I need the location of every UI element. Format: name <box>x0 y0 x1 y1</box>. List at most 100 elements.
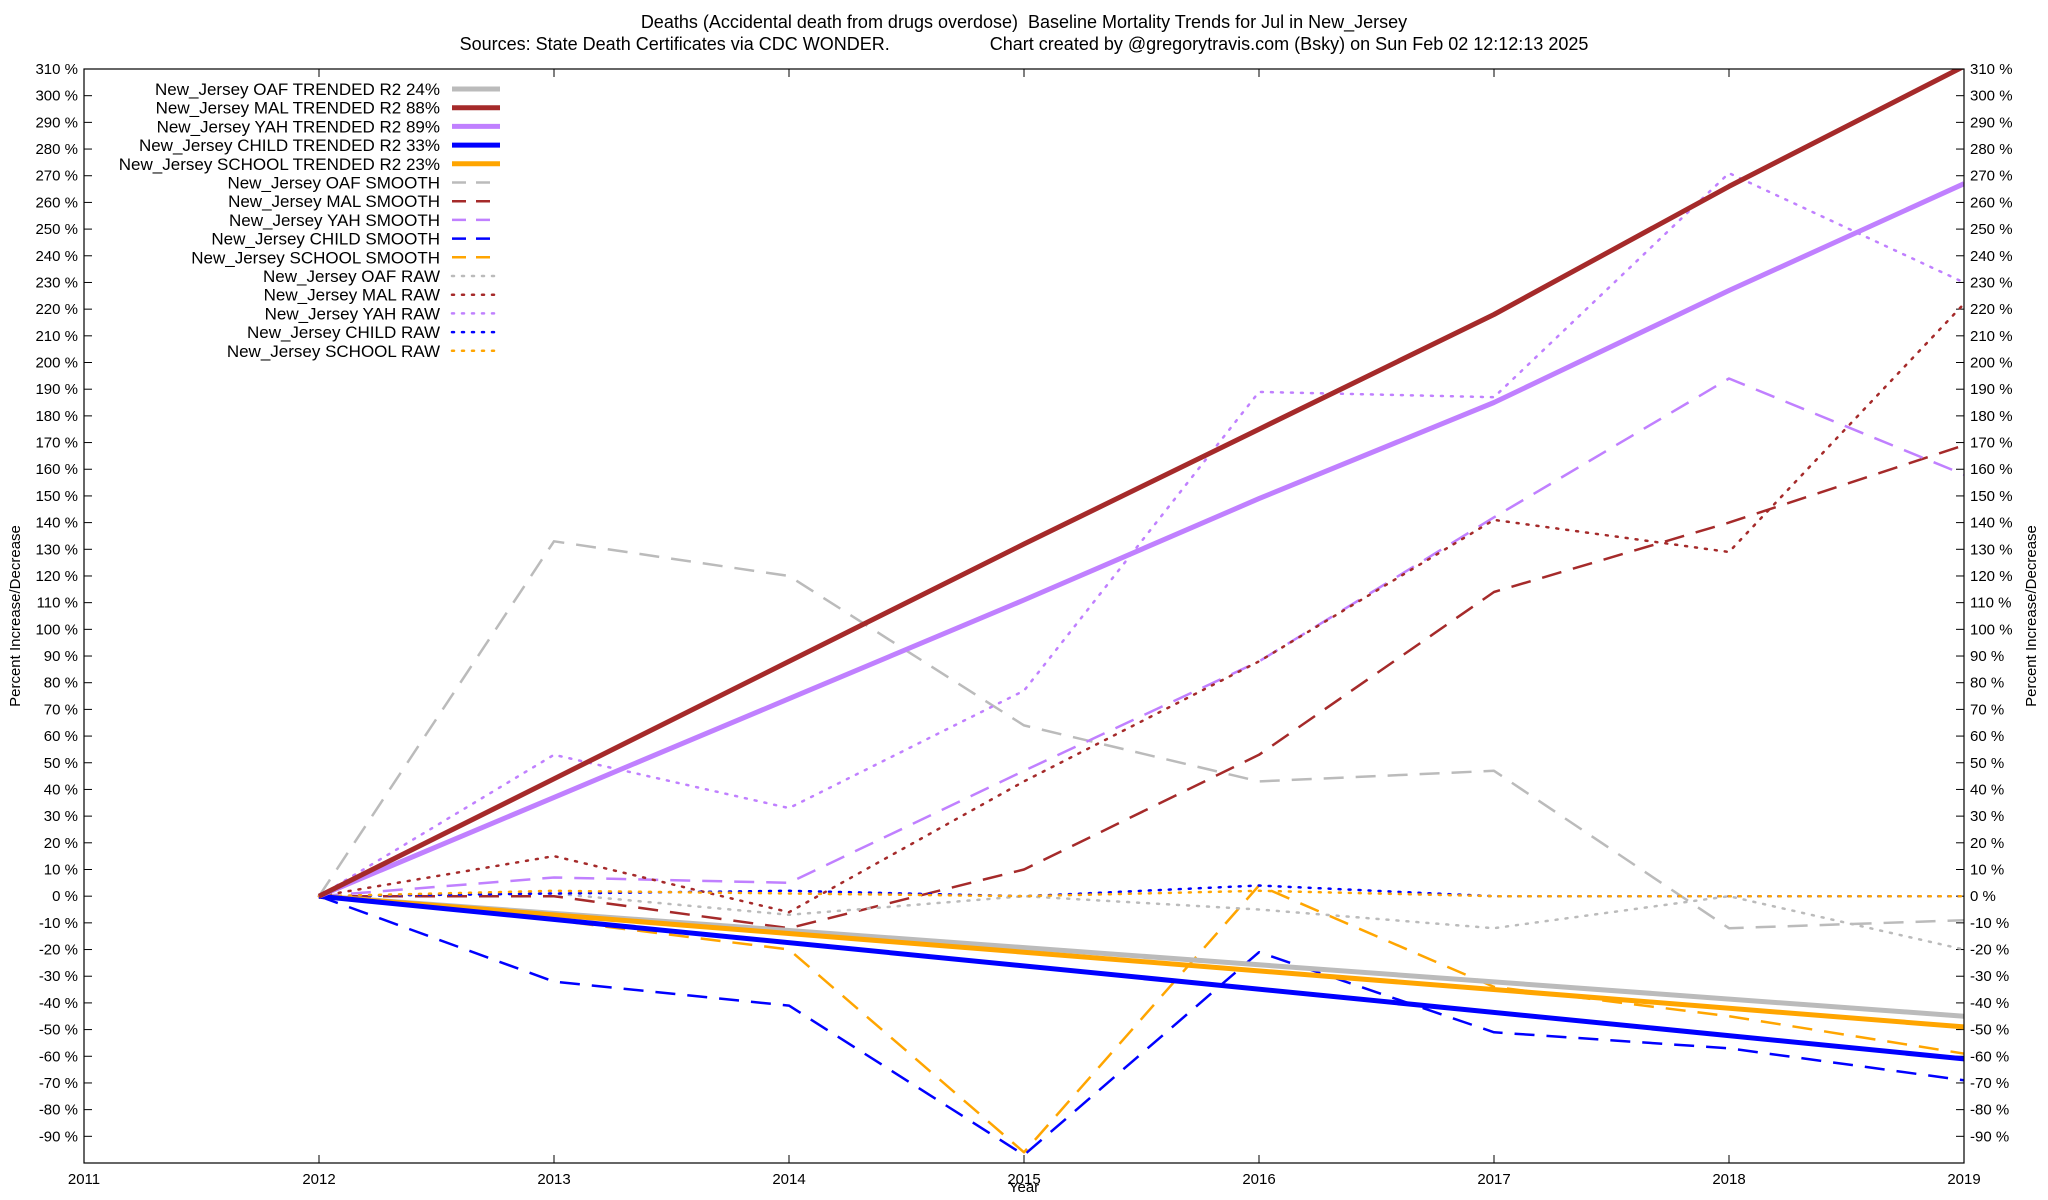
y2-tick-label: -40 % <box>1970 995 2009 1012</box>
y-tick-label: -40 % <box>39 995 78 1012</box>
series-line-12 <box>317 171 1964 898</box>
y2-tick-label: 110 % <box>1970 595 2011 612</box>
chart-subtitle-credit: Chart created by @gregorytravis.com (Bsk… <box>989 34 1589 54</box>
y-tick-label: 260 % <box>35 194 78 211</box>
y-tick-label: 120 % <box>35 568 78 585</box>
y-tick-label: 150 % <box>35 488 78 505</box>
series-line-5 <box>317 540 1964 930</box>
x-tick-label: 2014 <box>772 1171 805 1188</box>
y-tick-label: 60 % <box>44 728 78 745</box>
legend-label: New_Jersey CHILD RAW <box>247 323 440 342</box>
y-tick-label: 170 % <box>35 435 78 452</box>
legend-label: New_Jersey MAL TRENDED R2 88% <box>156 99 440 118</box>
y-tick-label: 0 % <box>52 888 78 905</box>
x-tick-label: 2015 <box>1007 1171 1040 1188</box>
y2-tick-label: -50 % <box>1970 1022 2009 1039</box>
y2-tick-label: 170 % <box>1970 435 2013 452</box>
y-tick-label: -30 % <box>39 968 78 985</box>
y-tick-label: 190 % <box>35 381 78 398</box>
legend-label: New_Jersey OAF RAW <box>263 267 440 286</box>
x-tick-label: 2018 <box>1712 1171 1745 1188</box>
y-tick-label: 160 % <box>35 461 78 478</box>
y-tick-label: 210 % <box>35 328 78 345</box>
y2-tick-label: 120 % <box>1970 568 2013 585</box>
series-line-11 <box>317 302 1964 914</box>
y2-tick-label: 200 % <box>1970 355 2013 372</box>
x-tick-label: 2013 <box>537 1171 570 1188</box>
legend-label: New_Jersey OAF TRENDED R2 24% <box>155 80 440 99</box>
y2-tick-label: -10 % <box>1970 915 2009 932</box>
series-line-2 <box>318 181 1964 899</box>
y2-tick-label: 100 % <box>1970 621 2013 638</box>
series-line-4 <box>318 893 1964 1030</box>
plot-frame <box>83 68 1965 1164</box>
y2-tick-label: 10 % <box>1970 861 2004 878</box>
y-tick-label: 280 % <box>35 141 78 158</box>
y2-tick-label: -80 % <box>1970 1102 2009 1119</box>
y-tick-label: 300 % <box>35 88 78 105</box>
y2-tick-label: 230 % <box>1970 274 2013 291</box>
y2-axis-label: Percent Increase/Decrease <box>2023 525 2040 707</box>
y-tick-label: 290 % <box>35 114 78 131</box>
y2-tick-label: 190 % <box>1970 381 2013 398</box>
series-line-9 <box>318 884 1964 1154</box>
x-tick-label: 2012 <box>302 1171 335 1188</box>
x-tick-label: 2011 <box>68 1171 100 1188</box>
y2-tick-label: 160 % <box>1970 461 2013 478</box>
y2-tick-label: 290 % <box>1970 114 2013 131</box>
y2-tick-label: 250 % <box>1970 221 2013 238</box>
y2-tick-label: 280 % <box>1970 141 2013 158</box>
x-tick-label: 2016 <box>1242 1171 1275 1188</box>
y2-tick-label: 150 % <box>1970 488 2013 505</box>
series-line-6 <box>319 444 1964 930</box>
y2-tick-label: 180 % <box>1970 408 2013 425</box>
y2-tick-label: -60 % <box>1970 1048 2009 1065</box>
y-tick-label: 50 % <box>44 755 78 772</box>
y-tick-label: 230 % <box>35 274 78 291</box>
series-line-14 <box>317 889 1964 898</box>
y-tick-label: 40 % <box>44 781 78 798</box>
y2-tick-label: 50 % <box>1970 755 2004 772</box>
x-tick-label: 2019 <box>1947 1171 1980 1188</box>
y2-tick-label: 20 % <box>1970 835 2004 852</box>
x-tick-label: 2017 <box>1477 1171 1510 1188</box>
legend-label: New_Jersey YAH TRENDED R2 89% <box>157 117 440 136</box>
y-tick-label: 270 % <box>35 168 78 185</box>
legend-label: New_Jersey YAH RAW <box>265 304 440 323</box>
y2-tick-label: -90 % <box>1970 1128 2009 1145</box>
y-tick-label: -20 % <box>39 942 78 959</box>
y2-tick-label: 60 % <box>1970 728 2004 745</box>
y2-tick-label: -70 % <box>1970 1075 2009 1092</box>
y-tick-label: 30 % <box>44 808 78 825</box>
y-tick-label: 200 % <box>35 355 78 372</box>
legend: New_Jersey OAF TRENDED R2 24%New_Jersey … <box>119 80 502 361</box>
series-line-8 <box>318 895 1964 1157</box>
y-tick-label: 180 % <box>35 408 78 425</box>
y-tick-label: 70 % <box>44 701 78 718</box>
y-tick-label: 80 % <box>44 675 78 692</box>
y-tick-label: 220 % <box>35 301 78 318</box>
y2-tick-label: 30 % <box>1970 808 2004 825</box>
x-axis-label: Year <box>1009 1179 1039 1196</box>
y-tick-label: 250 % <box>35 221 78 238</box>
y2-tick-label: 310 % <box>1970 61 2013 78</box>
chart-subtitle: Sources: State Death Certificates via CD… <box>0 34 2048 54</box>
y-tick-label: 310 % <box>35 61 78 78</box>
tick-labels: 310 % 300 % 290 % 280 % 270 % 260 % 250 % 240 %… <box>35 61 2012 1188</box>
y2-tick-label: 270 % <box>1970 168 2013 185</box>
legend-label: New_Jersey SCHOOL TRENDED R2 23% <box>119 155 440 174</box>
chart-title: Deaths (Accidental death from drugs over… <box>640 12 1408 32</box>
y-tick-label: -70 % <box>39 1075 78 1092</box>
legend-label: New_Jersey CHILD TRENDED R2 33% <box>139 136 440 155</box>
y2-tick-label: 90 % <box>1970 648 2004 665</box>
y-tick-label: -60 % <box>39 1048 78 1065</box>
y-tick-label: 140 % <box>35 515 78 532</box>
y2-tick-label: -30 % <box>1970 968 2009 985</box>
y-tick-label: -50 % <box>39 1022 78 1039</box>
y-axis-label: Percent Increase/Decrease <box>7 525 24 707</box>
y-tick-label: 240 % <box>35 248 78 265</box>
legend-label: New_Jersey YAH SMOOTH <box>229 211 440 230</box>
legend-label: New_Jersey OAF SMOOTH <box>227 174 440 193</box>
legend-label: New_Jersey CHILD SMOOTH <box>211 230 440 249</box>
